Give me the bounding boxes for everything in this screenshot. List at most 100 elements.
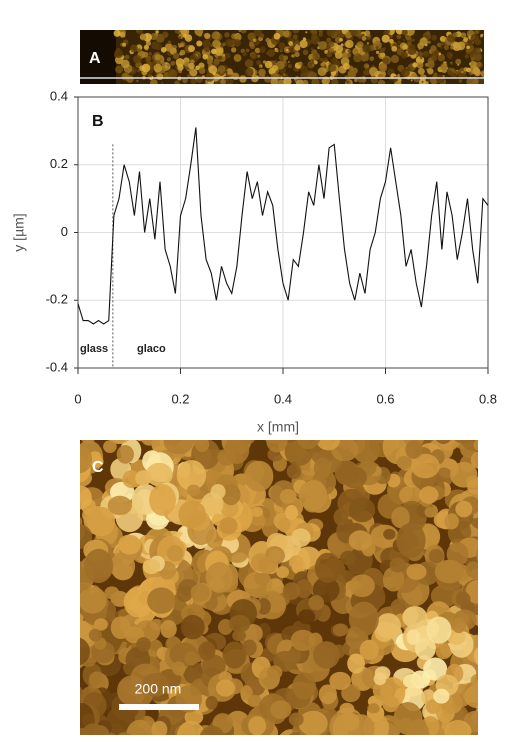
strip-speckle: [476, 61, 482, 68]
strip-speckle: [332, 51, 335, 54]
afm-grain: [382, 695, 400, 713]
afm-grain: [390, 598, 409, 615]
strip-speckle: [400, 68, 410, 78]
strip-speckle: [424, 43, 428, 47]
strip-speckle: [326, 37, 332, 43]
afm-grain: [164, 424, 176, 438]
afm-grain: [232, 630, 247, 642]
afm-grain: [349, 574, 375, 598]
strip-speckle: [441, 41, 445, 46]
afm-grain: [141, 440, 159, 446]
afm-grain: [205, 562, 233, 593]
afm-grain: [198, 641, 216, 661]
strip-speckle: [264, 60, 273, 69]
strip-speckle: [213, 60, 219, 67]
afm-grain: [308, 595, 325, 611]
strip-speckle: [466, 39, 473, 46]
strip-speckle: [466, 67, 471, 73]
strip-speckle: [225, 38, 234, 47]
strip-speckle: [311, 78, 320, 84]
strip-speckle: [379, 52, 386, 58]
strip-speckle: [331, 57, 338, 65]
strip-speckle: [202, 39, 211, 48]
strip-speckle: [473, 52, 483, 62]
strip-speckle: [222, 53, 226, 57]
strip-speckle: [390, 54, 400, 64]
afm-grain: [367, 703, 380, 714]
afm-grain: [84, 548, 114, 584]
strip-speckle: [233, 54, 242, 62]
afm-grain: [225, 423, 245, 440]
afm-grain: [347, 653, 365, 674]
strip-speckle: [473, 47, 482, 55]
strip-speckle: [397, 73, 401, 78]
strip-speckle: [446, 51, 453, 58]
strip-speckle: [275, 59, 278, 62]
strip-speckle: [287, 64, 292, 69]
strip-speckle: [245, 48, 250, 53]
afm-grain: [80, 445, 93, 474]
strip-speckle: [212, 39, 221, 49]
strip-speckle: [226, 78, 234, 84]
afm-grain: [180, 614, 205, 640]
afm-grain: [282, 582, 301, 600]
strip-speckle: [298, 61, 303, 66]
strip-speckle: [182, 33, 187, 38]
afm-grain: [339, 702, 355, 715]
strip-speckle: [458, 79, 463, 83]
strip-speckle: [148, 52, 153, 56]
afm-grain: [270, 700, 292, 719]
strip-speckle: [318, 32, 324, 37]
strip-speckle: [218, 42, 222, 46]
strip-speckle: [154, 53, 161, 61]
strip-speckle: [292, 30, 300, 34]
y-tick-label: 0.4: [50, 88, 68, 103]
strip-speckle: [480, 70, 484, 78]
strip-speckle: [267, 49, 275, 58]
strip-speckle: [198, 62, 205, 69]
afm-grain: [412, 440, 425, 443]
afm-grain: [423, 657, 448, 681]
strip-speckle: [286, 48, 289, 52]
strip-speckle: [124, 54, 130, 60]
afm-grain: [80, 637, 90, 666]
afm-grain: [257, 557, 278, 574]
afm-grain: [176, 585, 193, 602]
afm-grain: [332, 623, 349, 637]
strip-speckle: [457, 63, 460, 66]
afm-grain: [176, 720, 206, 735]
strip-speckle: [397, 40, 401, 44]
afm-grain: [103, 440, 117, 453]
afm-grain: [342, 466, 367, 489]
strip-speckle: [350, 30, 358, 37]
afm-grain: [452, 617, 466, 634]
afm-grain: [287, 648, 302, 664]
strip-speckle: [419, 56, 423, 59]
afm-grain: [435, 644, 452, 660]
strip-speckle: [174, 80, 180, 84]
strip-speckle: [339, 37, 343, 42]
strip-speckle: [331, 78, 339, 84]
strip-speckle: [444, 37, 447, 40]
afm-grain: [329, 671, 352, 690]
afm-grain: [63, 627, 80, 643]
strip-speckle: [437, 53, 446, 62]
strip-speckle: [270, 77, 278, 84]
afm-grain: [373, 672, 387, 686]
strip-speckle: [318, 41, 327, 50]
strip-speckle: [239, 75, 247, 83]
afm-grain: [340, 550, 356, 566]
afm-grain: [433, 688, 450, 704]
strip-speckle: [145, 40, 151, 46]
afm-grain: [383, 528, 396, 540]
strip-speckle: [300, 71, 308, 79]
strip-speckle: [345, 80, 350, 84]
strip-speckle: [412, 38, 416, 42]
afm-grain: [424, 506, 437, 518]
strip-speckle: [430, 34, 438, 41]
strip-speckle: [155, 30, 159, 34]
afm-grain: [231, 440, 240, 442]
afm-grain: [278, 517, 291, 533]
strip-speckle: [311, 33, 318, 41]
afm-grain: [212, 424, 230, 439]
